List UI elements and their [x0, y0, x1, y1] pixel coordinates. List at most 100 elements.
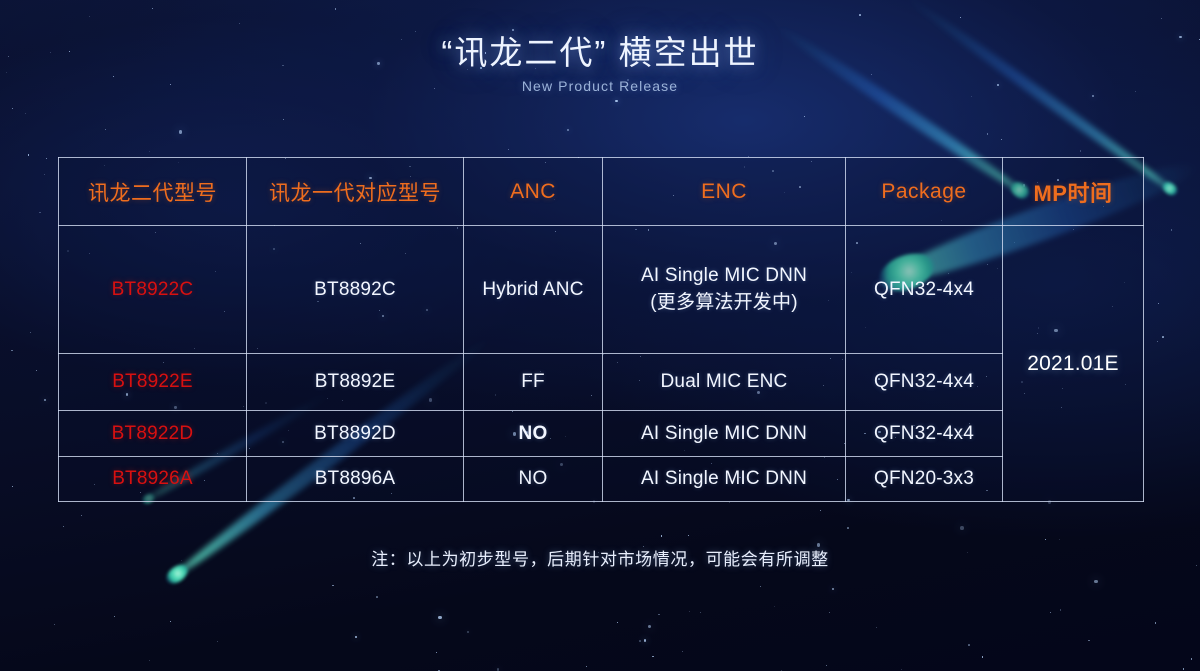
star-dot	[960, 526, 964, 530]
star-dot	[1154, 622, 1157, 624]
star-dot	[89, 16, 90, 18]
star-dot	[511, 28, 514, 31]
table-row: BT8926A BT8896A NO AI Single MIC DNN QFN…	[58, 456, 1144, 502]
star-dot	[647, 624, 652, 629]
star-dot	[63, 526, 64, 528]
star-dot	[585, 665, 587, 667]
page-subtitle: New Product Release	[521, 78, 679, 95]
star-dot	[1059, 539, 1061, 541]
star-dot	[376, 596, 378, 598]
star-dot	[652, 655, 654, 658]
star-dot	[1044, 538, 1047, 541]
cell-enc: AI Single MIC DNN	[602, 456, 846, 502]
column-header-mp-time: MP时间	[1002, 157, 1144, 226]
star-dot	[831, 587, 834, 590]
star-dot	[804, 116, 806, 117]
cell-anc: FF	[463, 353, 603, 411]
star-dot	[617, 622, 619, 624]
star-dot	[282, 119, 284, 121]
star-dot	[847, 527, 849, 529]
star-dot	[1157, 341, 1158, 343]
footnote-text: 注：以上为初步型号，后期针对市场情况，可能会有所调整	[371, 550, 829, 569]
star-dot	[53, 623, 56, 626]
star-dot	[819, 509, 821, 511]
cell-enc: Dual MIC ENC	[602, 353, 846, 411]
star-dot	[25, 113, 27, 115]
comet-head	[1160, 179, 1181, 198]
cell-package: QFN32-4x4	[845, 410, 1003, 457]
star-dot	[875, 626, 878, 629]
cell-package: QFN32-4x4	[845, 353, 1003, 411]
star-dot	[11, 349, 13, 352]
cell-model-gen1: BT8892E	[246, 353, 464, 411]
star-dot	[968, 644, 970, 646]
cell-model-gen1: BT8896A	[246, 456, 464, 502]
star-dot	[435, 652, 437, 654]
star-dot	[699, 612, 701, 614]
star-dot	[615, 100, 618, 103]
star-dot	[774, 605, 776, 607]
cell-enc-line2: (更多算法开发中)	[650, 292, 798, 313]
star-dot	[687, 534, 689, 536]
star-dot	[104, 129, 106, 131]
cell-package: QFN20-3x3	[845, 456, 1003, 502]
star-dot	[1000, 139, 1002, 140]
star-dot	[1170, 229, 1173, 231]
star-dot	[216, 640, 218, 642]
star-dot	[43, 173, 45, 175]
star-dot	[43, 399, 47, 402]
star-dot	[81, 515, 82, 517]
star-dot	[169, 621, 171, 623]
table-header-row: 讯龙二代型号 讯龙一代对应型号 ANC ENC Package MP时间	[58, 157, 1144, 226]
column-header-anc: ANC	[463, 157, 603, 226]
star-dot	[826, 664, 827, 666]
star-dot	[901, 669, 903, 671]
star-dot	[12, 107, 13, 109]
star-dot	[149, 150, 151, 152]
column-header-model-gen1: 讯龙一代对应型号	[246, 157, 464, 226]
star-dot	[466, 630, 470, 633]
star-dot	[354, 636, 357, 639]
star-dot	[644, 639, 647, 642]
star-dot	[1157, 302, 1160, 305]
cell-model-gen2: BT8922C	[58, 225, 247, 354]
star-dot	[149, 660, 151, 661]
star-dot	[496, 668, 500, 671]
cell-package: QFN32-4x4	[845, 225, 1003, 354]
star-dot	[1182, 668, 1185, 670]
star-dot	[151, 7, 154, 10]
table-row: BT8922D BT8892D NO AI Single MIC DNN QFN…	[58, 410, 1144, 457]
cell-anc: NO	[463, 456, 603, 502]
column-header-enc: ENC	[602, 157, 846, 226]
star-dot	[566, 129, 569, 132]
star-dot	[1091, 94, 1095, 98]
cell-model-gen1: BT8892C	[246, 225, 464, 354]
star-dot	[1088, 639, 1090, 642]
star-dot	[658, 613, 660, 616]
column-header-model-gen2: 讯龙二代型号	[58, 157, 247, 226]
star-dot	[178, 130, 183, 134]
cell-mp-time: 2021.01E	[1002, 225, 1144, 502]
cell-model-gen2: BT8922D	[58, 410, 247, 457]
star-dot	[760, 585, 762, 587]
star-dot	[27, 154, 30, 156]
star-dot	[39, 211, 41, 214]
cell-anc: NO	[463, 410, 603, 457]
star-dot	[828, 611, 830, 613]
star-dot	[12, 485, 14, 487]
cell-enc-line1: AI Single MIC DNN	[641, 265, 807, 286]
star-dot	[35, 370, 37, 372]
star-dot	[1190, 658, 1193, 660]
star-dot	[981, 656, 984, 658]
star-dot	[29, 331, 32, 334]
star-dot	[639, 640, 641, 642]
star-dot	[1049, 612, 1051, 614]
star-dot	[114, 616, 116, 618]
star-dot	[959, 17, 961, 19]
star-dot	[859, 14, 861, 16]
page-title: “讯龙二代” 横空出世	[441, 34, 759, 71]
cell-model-gen2: BT8926A	[58, 456, 247, 502]
cell-enc: AI Single MIC DNN	[602, 410, 846, 457]
star-dot	[334, 8, 337, 10]
